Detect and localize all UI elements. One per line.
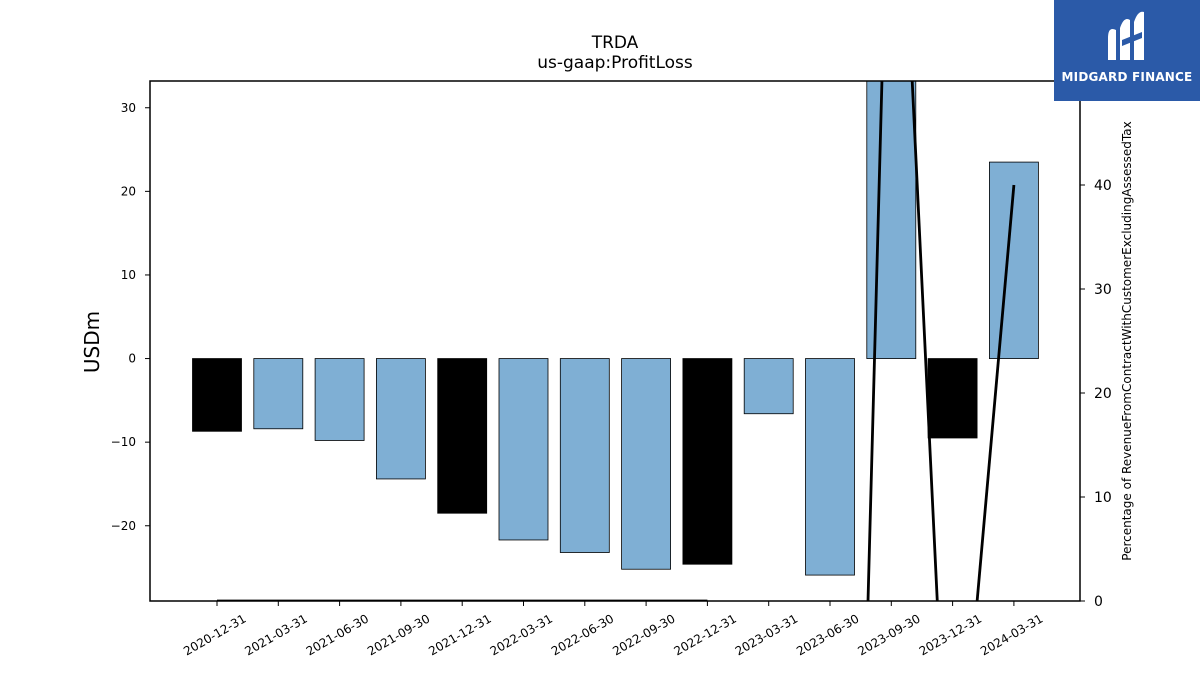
x-tick-label: 2022-03-31 bbox=[488, 611, 555, 658]
bar bbox=[192, 358, 242, 432]
bar bbox=[805, 358, 855, 576]
x-tick-label: 2022-12-31 bbox=[671, 611, 738, 658]
y2-tick-label: 0 bbox=[1094, 594, 1103, 610]
y-tick-label: 0 bbox=[128, 352, 136, 366]
y2-axis-label: Percentage of RevenueFromContractWithCus… bbox=[1120, 121, 1134, 560]
bar bbox=[866, 81, 917, 359]
bar bbox=[253, 358, 304, 430]
x-tick-label: 2021-03-31 bbox=[242, 611, 309, 658]
y-tick-label: 10 bbox=[121, 268, 136, 282]
x-tick-label: 2021-06-30 bbox=[304, 611, 371, 658]
x-tick-label: 2023-09-30 bbox=[855, 611, 922, 658]
x-tick-label: 2023-12-31 bbox=[917, 611, 984, 658]
bar bbox=[437, 358, 488, 514]
chart-subtitle: us-gaap:ProfitLoss bbox=[537, 53, 693, 73]
bar bbox=[498, 358, 549, 541]
series-line bbox=[975, 184, 1016, 601]
bar bbox=[559, 358, 610, 553]
bars-layer bbox=[192, 81, 1039, 576]
y-tick-label: 20 bbox=[121, 184, 136, 198]
x-tick-label: 2020-12-31 bbox=[181, 611, 248, 658]
lines-layer bbox=[217, 81, 1016, 601]
bar bbox=[927, 358, 978, 439]
y2-tick-label: 40 bbox=[1094, 178, 1112, 194]
bar bbox=[621, 358, 671, 570]
x-tick-label: 2021-09-30 bbox=[365, 611, 432, 658]
y-tick-label: −10 bbox=[111, 435, 136, 449]
bar bbox=[314, 358, 365, 441]
x-tick-label: 2023-03-31 bbox=[733, 611, 800, 658]
x-tick-label: 2023-06-30 bbox=[794, 611, 861, 658]
y-tick-label: 30 bbox=[121, 101, 136, 115]
series-line bbox=[866, 81, 939, 601]
y2-tick-label: 20 bbox=[1094, 386, 1112, 402]
x-tick-label: 2022-09-30 bbox=[610, 611, 677, 658]
y2-tick-label: 10 bbox=[1094, 490, 1112, 506]
bar bbox=[375, 358, 426, 480]
y2-tick-label: 30 bbox=[1094, 282, 1112, 298]
brand-logo: MIDGARD FINANCE bbox=[1054, 0, 1200, 101]
x-tick-label: 2022-06-30 bbox=[549, 611, 616, 658]
x-tick-label: 2021-12-31 bbox=[426, 611, 493, 658]
midgard-logo-icon bbox=[1108, 11, 1144, 60]
y-axis-label: USDm bbox=[80, 311, 104, 373]
chart-title: TRDA bbox=[591, 33, 639, 53]
x-tick-label: 2024-03-31 bbox=[978, 611, 1045, 658]
bar bbox=[743, 358, 794, 415]
brand-name: MIDGARD FINANCE bbox=[1061, 70, 1193, 84]
y-tick-label: −20 bbox=[111, 519, 136, 533]
plot-frame bbox=[149, 80, 1081, 602]
bar bbox=[682, 358, 733, 565]
